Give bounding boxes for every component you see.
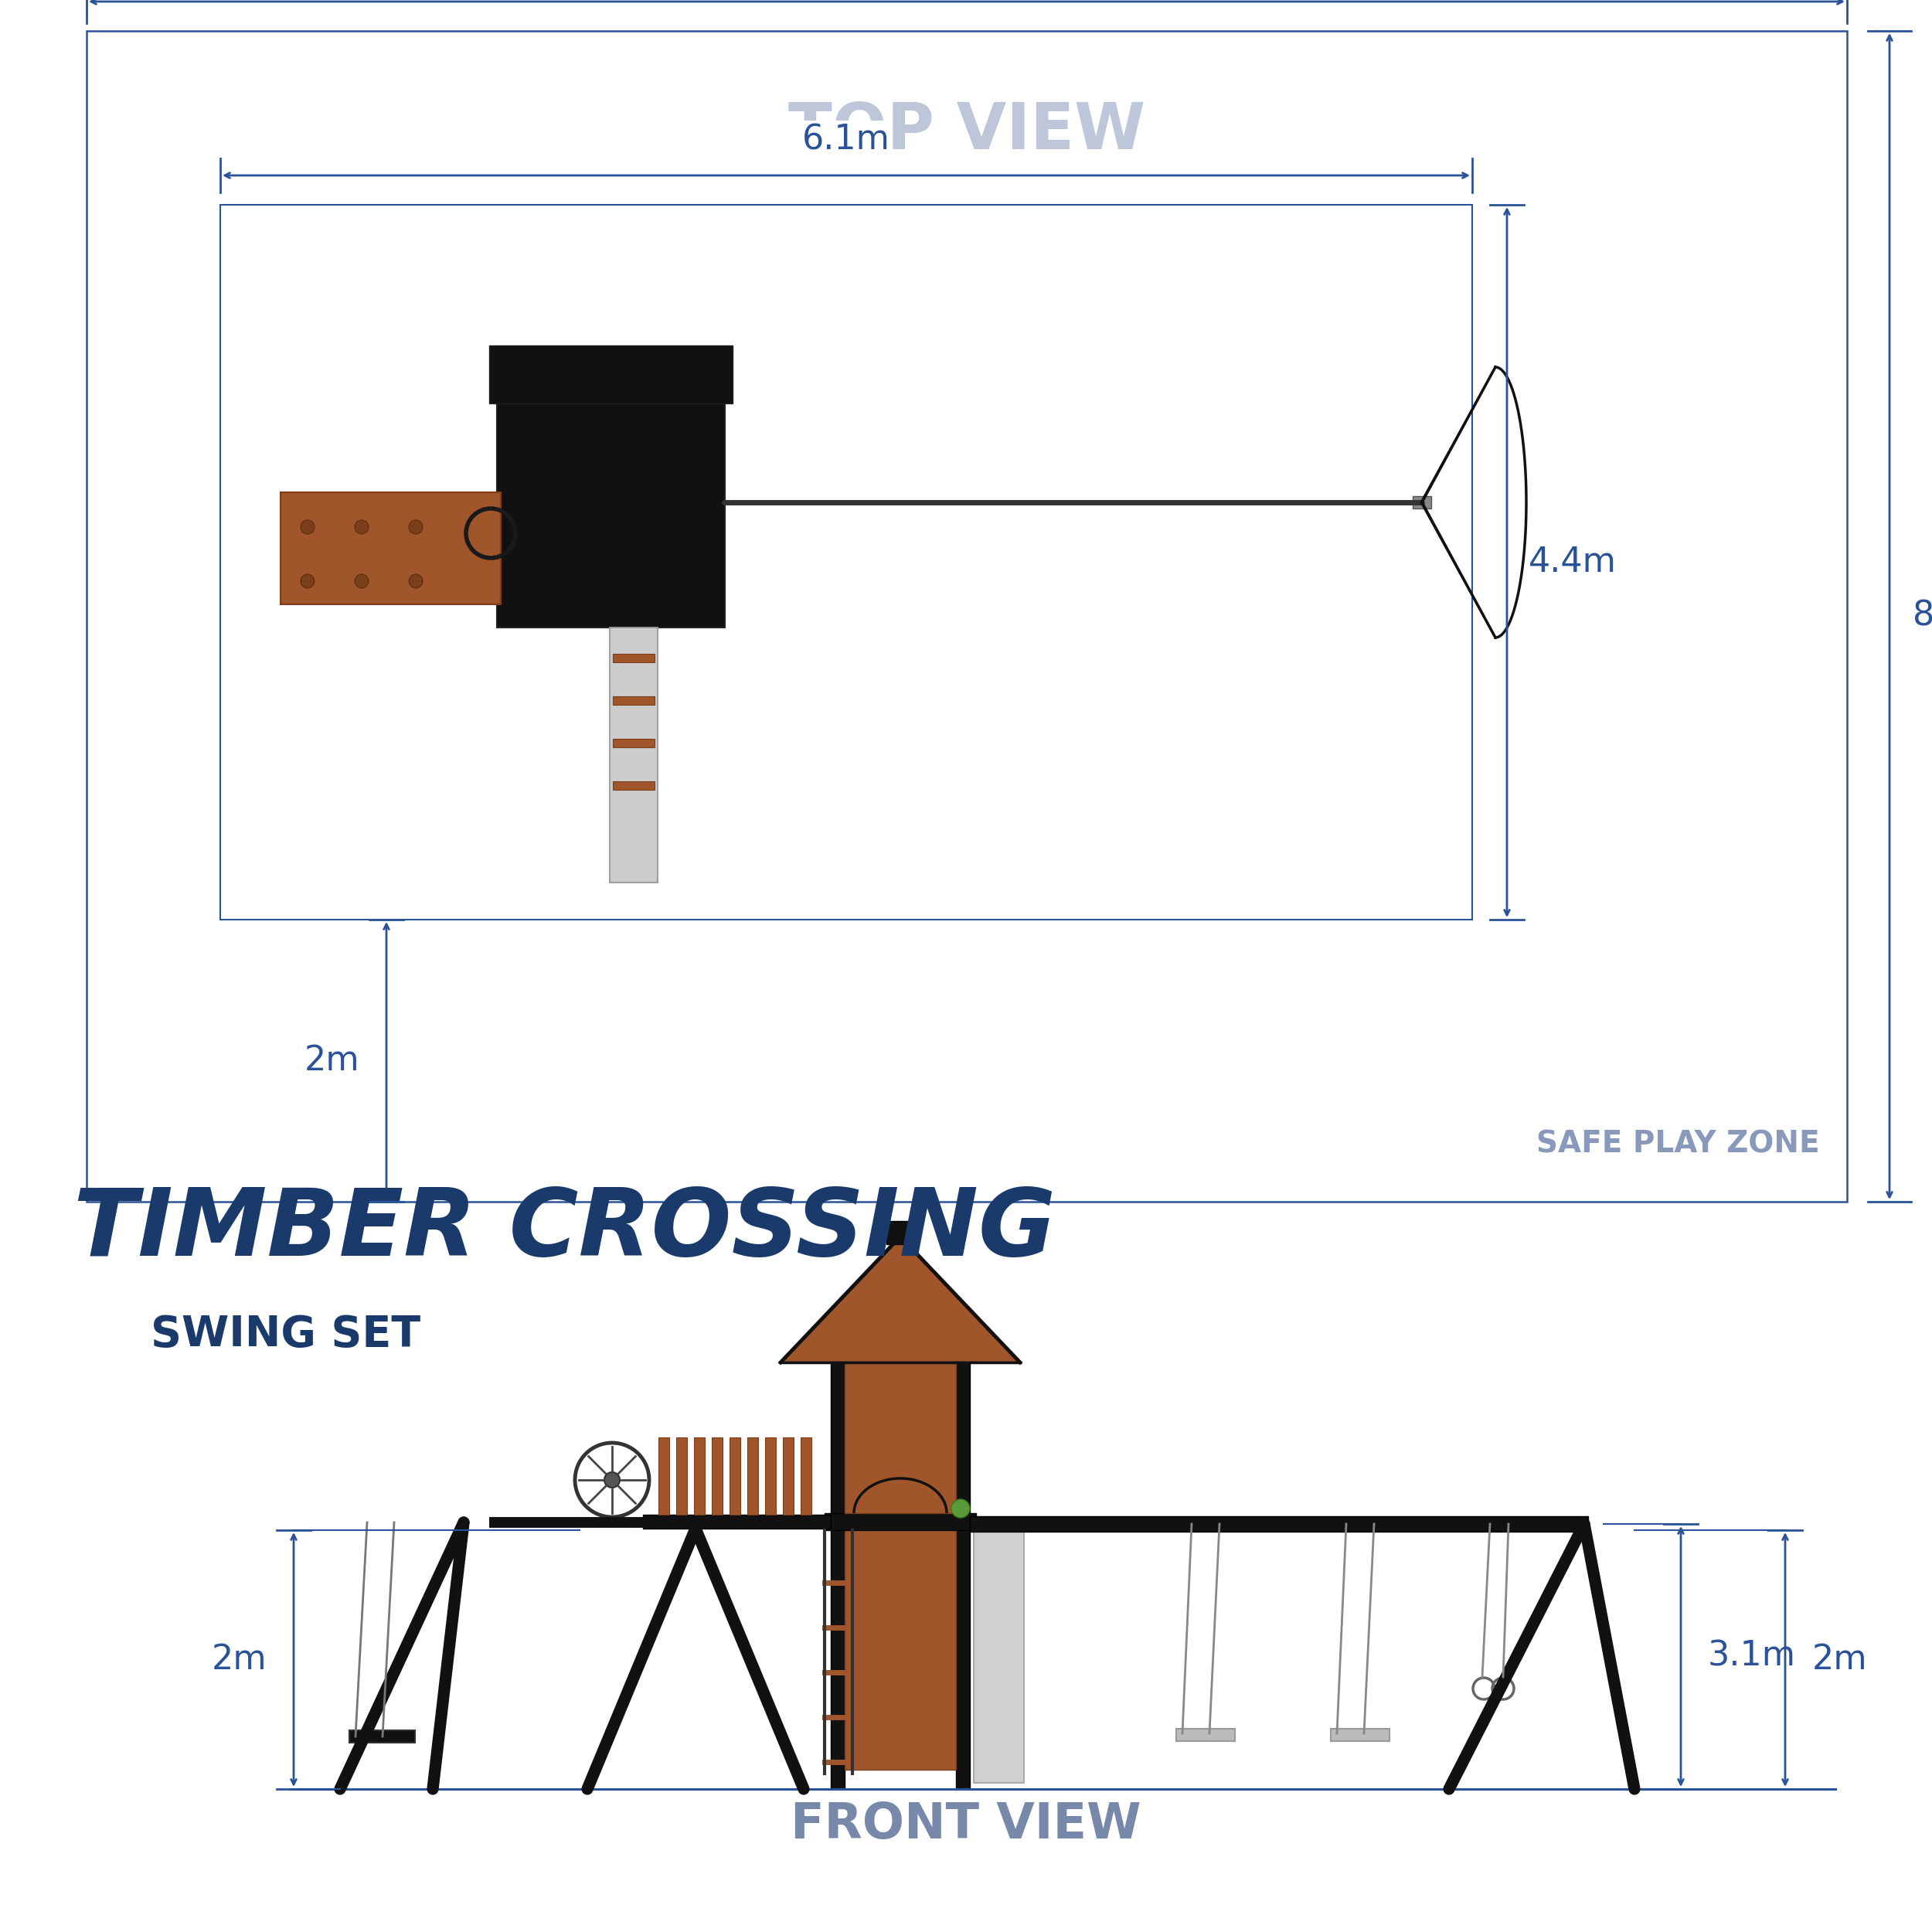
Text: 6.1m: 6.1m: [802, 124, 891, 156]
Bar: [887, 1221, 914, 1244]
Bar: [748, 1437, 757, 1515]
Bar: [676, 1437, 688, 1515]
Bar: [489, 346, 732, 404]
Bar: [711, 1437, 723, 1515]
Bar: [730, 1437, 740, 1515]
Circle shape: [605, 1472, 620, 1488]
Bar: [765, 1437, 777, 1515]
Bar: [825, 1513, 976, 1530]
Text: 4.4m: 4.4m: [1528, 545, 1617, 580]
Circle shape: [951, 1499, 970, 1519]
Text: FRONT VIEW: FRONT VIEW: [790, 1801, 1142, 1849]
Bar: [800, 1437, 811, 1515]
Circle shape: [301, 520, 315, 533]
Bar: [643, 1515, 831, 1528]
Bar: [1331, 1729, 1389, 1741]
Bar: [1412, 497, 1432, 508]
Bar: [1177, 1729, 1235, 1741]
Bar: [612, 653, 655, 663]
Bar: [612, 696, 655, 705]
Text: TOP VIEW: TOP VIEW: [788, 100, 1146, 162]
Bar: [974, 1530, 1024, 1783]
Text: 2m: 2m: [1812, 1642, 1868, 1677]
Bar: [831, 1515, 844, 1789]
Bar: [956, 1515, 970, 1789]
Bar: [970, 1517, 1588, 1532]
Text: SWING SET: SWING SET: [151, 1314, 421, 1356]
Bar: [659, 1437, 668, 1515]
Bar: [844, 1362, 956, 1513]
Circle shape: [301, 574, 315, 587]
Text: 2m: 2m: [211, 1642, 267, 1677]
Bar: [497, 404, 724, 628]
Bar: [280, 493, 500, 605]
Bar: [87, 31, 1847, 1202]
Text: 8.5m: 8.5m: [1913, 599, 1932, 634]
Bar: [612, 781, 655, 790]
Polygon shape: [781, 1236, 1020, 1362]
Bar: [694, 1437, 705, 1515]
Circle shape: [355, 520, 369, 533]
Text: 2m: 2m: [303, 1043, 359, 1078]
Bar: [220, 205, 1472, 920]
Circle shape: [410, 574, 423, 587]
Bar: [844, 1522, 956, 1770]
Bar: [611, 628, 657, 883]
Bar: [956, 1362, 970, 1513]
Bar: [831, 1362, 844, 1513]
Text: TIMBER CROSSING: TIMBER CROSSING: [73, 1184, 1057, 1275]
Text: SAFE PLAY ZONE: SAFE PLAY ZONE: [1536, 1130, 1820, 1159]
Text: 3.1m: 3.1m: [1708, 1640, 1797, 1673]
Circle shape: [410, 520, 423, 533]
Bar: [350, 1731, 415, 1743]
Bar: [612, 738, 655, 748]
Circle shape: [355, 574, 369, 587]
Bar: [782, 1437, 794, 1515]
